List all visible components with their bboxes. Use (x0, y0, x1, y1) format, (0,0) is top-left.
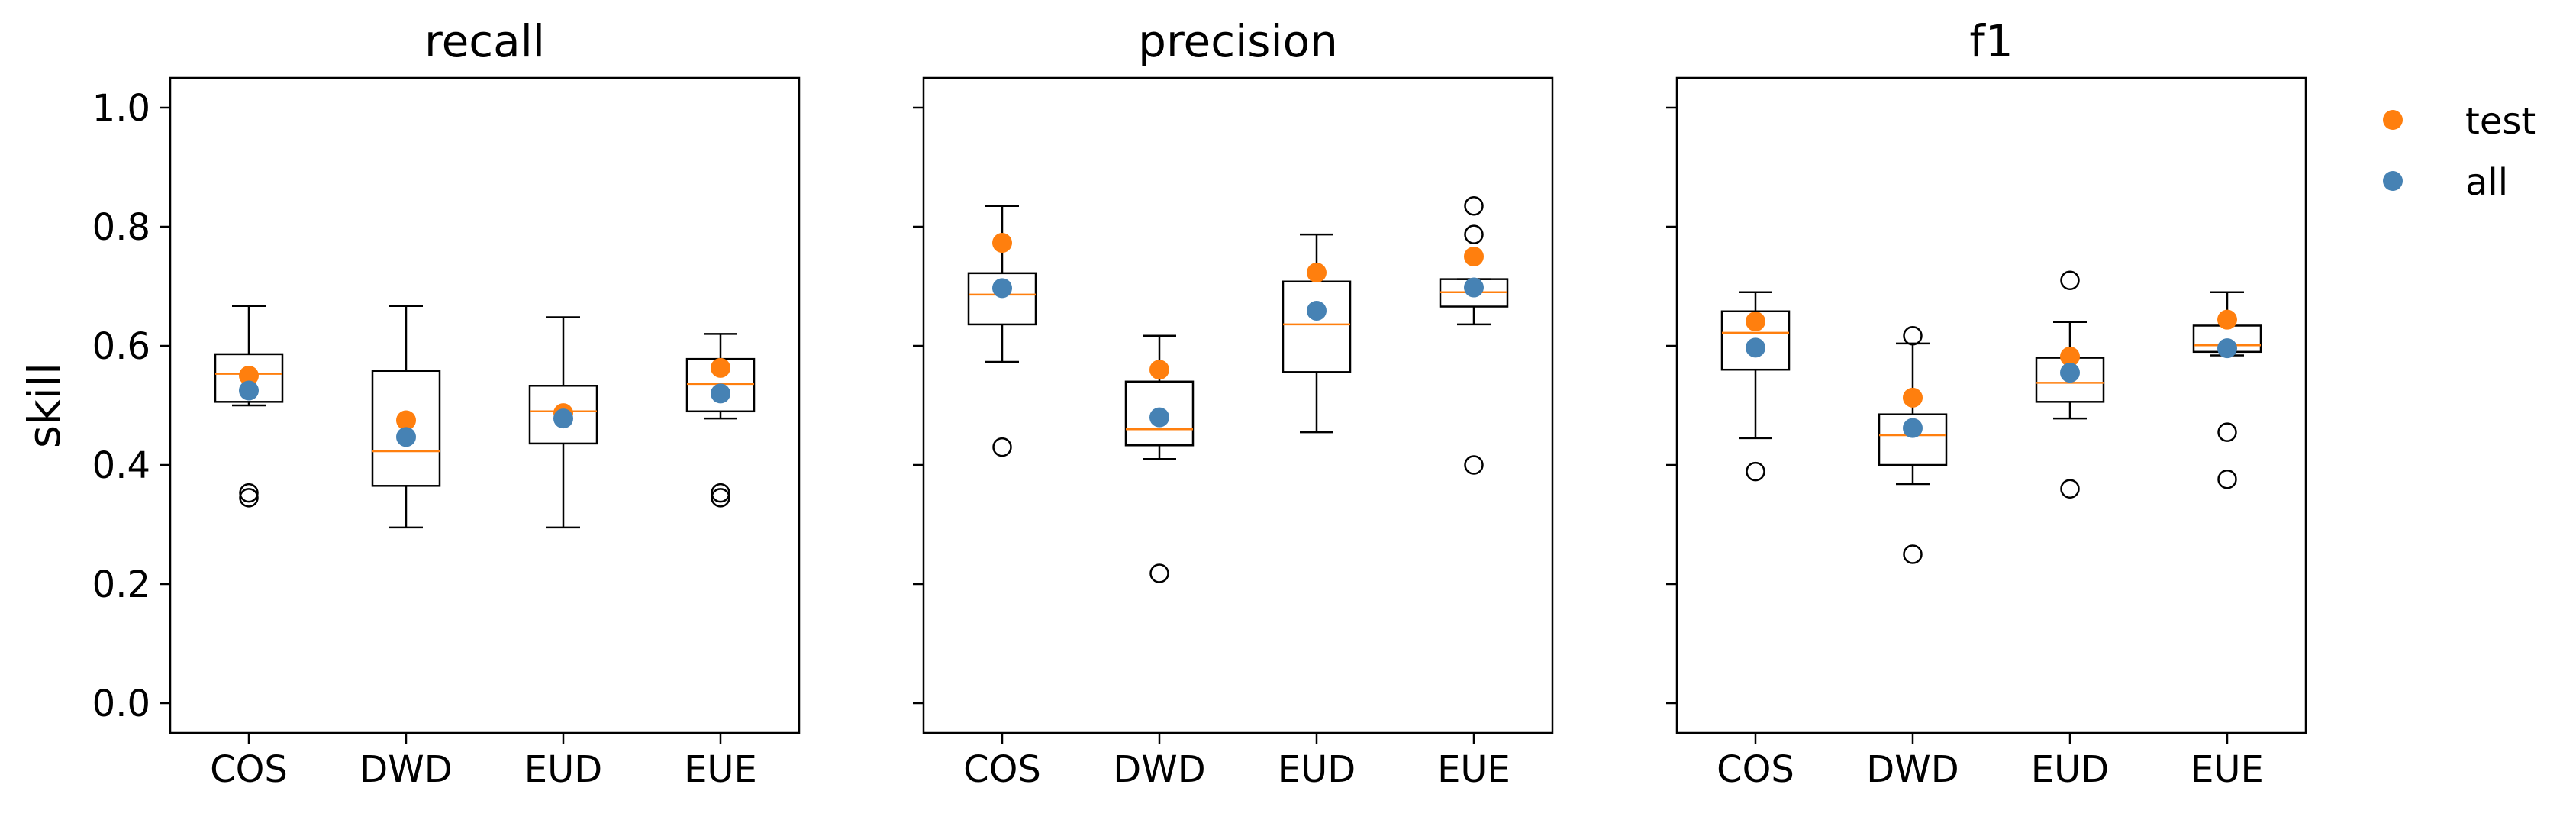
outlier-point (711, 483, 730, 503)
test-point (1307, 263, 1327, 283)
outlier-point (992, 437, 1012, 457)
all-point (1464, 277, 1484, 298)
all-point (711, 383, 730, 404)
x-tick-label: COS (210, 748, 288, 791)
legend-marker-all (2383, 171, 2403, 191)
y-tick-label: 0.8 (92, 206, 150, 249)
test-point (992, 233, 1012, 253)
x-tick-label: COS (963, 748, 1041, 791)
test-point (1903, 387, 1923, 408)
box-iqr (528, 385, 598, 445)
test-point (239, 366, 259, 386)
box-iqr (1124, 380, 1195, 447)
all-point (1903, 418, 1923, 438)
legend-label: test (2465, 100, 2536, 143)
outlier-point (1903, 325, 1923, 346)
outlier-point (2217, 422, 2237, 442)
x-tick-label: DWD (1113, 748, 1205, 791)
outlier-point (2060, 479, 2080, 499)
test-point (396, 410, 416, 431)
outlier-point (2060, 270, 2080, 290)
panel-frame-precision (922, 76, 1554, 734)
all-point (396, 427, 416, 447)
x-tick-label: DWD (359, 748, 452, 791)
box-iqr (1720, 310, 1791, 371)
y-tick-label: 0.4 (92, 444, 150, 487)
outlier-point (711, 488, 730, 508)
outlier-point (239, 488, 259, 508)
test-point (711, 357, 730, 378)
outlier-point (1903, 544, 1923, 564)
all-point (1307, 300, 1327, 321)
all-point (992, 278, 1012, 299)
x-tick-label: EUD (1278, 748, 1356, 791)
panel-title: precision (1138, 15, 1338, 67)
all-point (2060, 363, 2080, 383)
outlier-point (1464, 224, 1484, 244)
y-axis-label: skill (18, 363, 70, 448)
y-tick-label: 1.0 (92, 87, 150, 130)
x-tick-label: EUE (2191, 748, 2264, 791)
outlier-point (239, 483, 259, 503)
test-point (2060, 347, 2080, 367)
all-point (1746, 337, 1765, 358)
y-tick-label: 0.2 (92, 563, 150, 606)
x-tick-label: EUE (1437, 748, 1510, 791)
x-tick-label: EUD (524, 748, 602, 791)
box-iqr (1878, 413, 1948, 466)
x-tick-label: EUD (2031, 748, 2109, 791)
panel-frame-f1 (1675, 76, 2307, 734)
outlier-point (1464, 195, 1484, 216)
panel-frame-recall (169, 76, 801, 734)
box-iqr (214, 353, 284, 403)
outlier-point (2217, 469, 2237, 489)
x-tick-label: EUE (684, 748, 757, 791)
panel-title: recall (424, 15, 545, 67)
legend-marker-test (2383, 110, 2403, 130)
box-iqr (967, 272, 1037, 326)
test-point (1746, 312, 1765, 332)
y-tick-label: 0.6 (92, 325, 150, 368)
box-iqr (371, 370, 441, 487)
box-iqr (1282, 280, 1352, 373)
test-point (1464, 247, 1484, 266)
outlier-point (1746, 461, 1765, 482)
y-tick-label: 0.0 (92, 683, 150, 725)
all-point (2217, 338, 2237, 359)
all-point (239, 380, 259, 401)
x-tick-label: COS (1717, 748, 1794, 791)
all-point (1149, 407, 1169, 428)
test-point (2217, 309, 2237, 330)
x-tick-label: DWD (1866, 748, 1959, 791)
outlier-point (1149, 563, 1169, 583)
all-point (553, 408, 573, 429)
panel-title: f1 (1969, 15, 2013, 67)
test-point (1149, 360, 1169, 380)
legend-label: all (2465, 161, 2508, 204)
outlier-point (1464, 455, 1484, 475)
